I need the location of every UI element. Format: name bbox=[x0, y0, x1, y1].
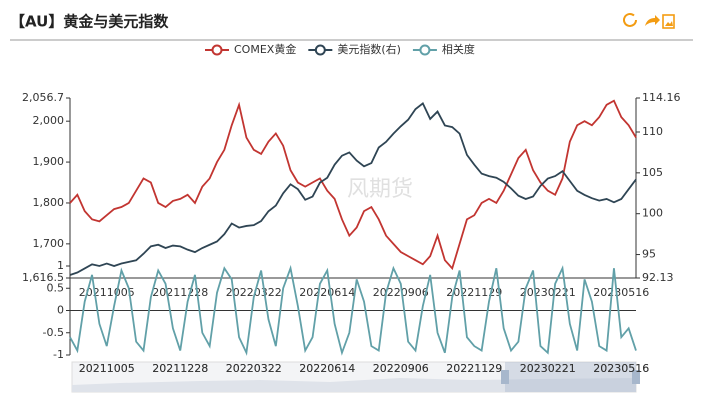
x-tick-label: 20220614 bbox=[299, 362, 355, 375]
y-tick-label: 2,056.7 bbox=[22, 91, 64, 104]
y-tick-label: 1,900 bbox=[33, 155, 65, 168]
legend-label: COMEX黄金 bbox=[234, 42, 296, 56]
refresh-icon[interactable] bbox=[623, 12, 637, 27]
x-tick-label: 20211005 bbox=[79, 362, 135, 375]
x-tick-label: 20230221 bbox=[520, 362, 576, 375]
y2-tick-label: 110 bbox=[642, 125, 663, 138]
x-tick-label: 20230516 bbox=[593, 286, 649, 299]
zoom-handle[interactable] bbox=[501, 370, 509, 384]
slider-label: 20220322 bbox=[226, 362, 282, 375]
y-tick-label: 2,000 bbox=[33, 114, 65, 127]
zoom-window[interactable] bbox=[505, 362, 636, 392]
slider-label: 20221129 bbox=[446, 362, 502, 375]
legend: COMEX黄金 美元指数(右) 相关度 bbox=[205, 42, 475, 56]
x-tick-label: 20230516 bbox=[593, 362, 649, 375]
x-tick-label: 20220322 bbox=[226, 286, 282, 299]
x-tick-label: 20211228 bbox=[152, 286, 208, 299]
x-tick-label: 20221129 bbox=[446, 362, 502, 375]
y2-tick-label: 114.16 bbox=[642, 91, 681, 104]
x-tick-label: 20220322 bbox=[226, 362, 282, 375]
y-tick-label: 1,800 bbox=[33, 196, 65, 209]
legend-swatch-dot bbox=[314, 44, 326, 56]
share-icon[interactable] bbox=[645, 15, 660, 26]
slider-label: 20230221 bbox=[520, 362, 576, 375]
slider-label: 20220614 bbox=[299, 362, 355, 375]
zoom-slider-shadow bbox=[72, 378, 636, 392]
x-tick-label: 20220906 bbox=[373, 362, 429, 375]
slider-label: 20211228 bbox=[152, 362, 208, 375]
series-line bbox=[69, 264, 637, 356]
save-image-glyph bbox=[665, 21, 673, 26]
legend-swatch-dot bbox=[419, 44, 431, 56]
y2-tick-label: 95 bbox=[642, 248, 656, 261]
watermark: 风期货 bbox=[347, 177, 413, 202]
series-line bbox=[69, 101, 637, 276]
toolbox[interactable] bbox=[623, 12, 675, 29]
y-tick-label: 0 bbox=[57, 304, 64, 317]
y-tick-label: -1 bbox=[53, 348, 64, 361]
legend-label: 相关度 bbox=[442, 42, 475, 56]
y-tick-label: 1,616.5 bbox=[22, 271, 64, 284]
x-tick-label: 20230221 bbox=[520, 286, 576, 299]
y2-tick-label: 92.13 bbox=[642, 271, 674, 284]
x-tick-label: 20211005 bbox=[79, 286, 135, 299]
x-tick-label: 20220614 bbox=[299, 286, 355, 299]
slider-label: 20211005 bbox=[79, 362, 135, 375]
y-tick-label: 1 bbox=[57, 259, 64, 272]
x-tick-label: 20221129 bbox=[446, 286, 502, 299]
legend-swatch-dot bbox=[211, 44, 223, 56]
legend-label: 美元指数(右) bbox=[337, 42, 401, 56]
save-image-icon[interactable] bbox=[662, 14, 675, 29]
slider-label: 20230516 bbox=[593, 362, 649, 375]
y-tick-label: 0.5 bbox=[47, 281, 65, 294]
y-tick-label: -0.5 bbox=[43, 326, 64, 339]
y-tick-label: 1,700 bbox=[33, 237, 65, 250]
chart-title: 【AU】黄金与美元指数 bbox=[10, 13, 169, 31]
zoom-handle[interactable] bbox=[632, 370, 640, 384]
y2-tick-label: 105 bbox=[642, 166, 663, 179]
x-tick-label: 20211228 bbox=[152, 362, 208, 375]
slider-label: 20220906 bbox=[373, 362, 429, 375]
y2-tick-label: 100 bbox=[642, 207, 663, 220]
